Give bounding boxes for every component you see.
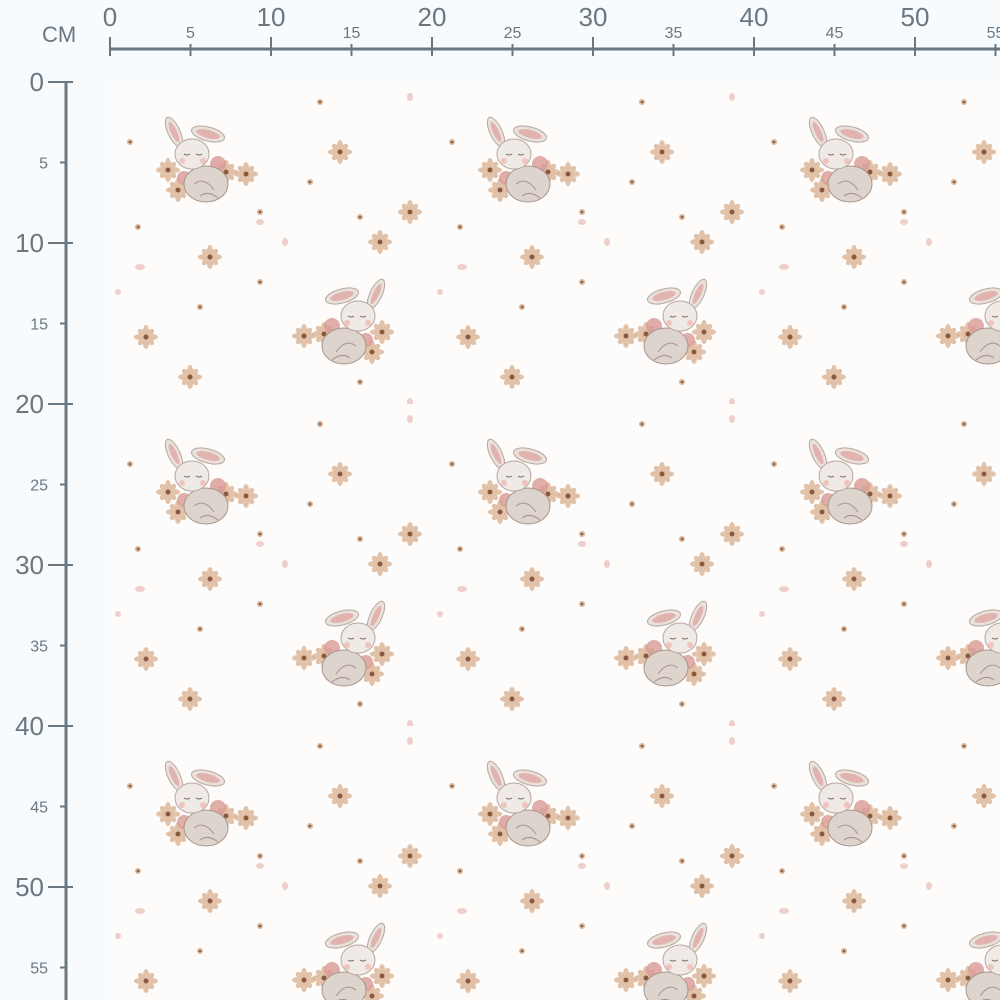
left-ruler-label: 55 — [30, 961, 48, 978]
top-ruler-label: 5 — [186, 25, 195, 42]
top-ruler-label: 10 — [257, 2, 286, 32]
left-ruler-label: 0 — [30, 67, 44, 97]
top-ruler-label: 35 — [665, 25, 683, 42]
top-ruler-label: 50 — [901, 2, 930, 32]
top-ruler-label: 55 — [987, 25, 1000, 42]
left-ruler-label: 10 — [15, 228, 44, 258]
left-ruler-label: 15 — [30, 317, 48, 334]
left-ruler-label: 5 — [39, 156, 48, 173]
fabric-preview — [110, 82, 1000, 1000]
left-ruler-label: 25 — [30, 478, 48, 495]
fabric-pattern — [110, 82, 1000, 1000]
top-ruler-label: 20 — [418, 2, 447, 32]
left-ruler-label: 20 — [15, 389, 44, 419]
top-ruler-label: 30 — [579, 2, 608, 32]
left-ruler-label: 50 — [15, 872, 44, 902]
left-ruler-label: 40 — [15, 711, 44, 741]
top-ruler-label: 25 — [504, 25, 522, 42]
left-ruler-label: 45 — [30, 800, 48, 817]
top-ruler-label: 15 — [343, 25, 361, 42]
top-ruler-label: 0 — [103, 2, 117, 32]
unit-label: CM — [42, 22, 77, 47]
left-ruler-label: 30 — [15, 550, 44, 580]
left-ruler-label: 35 — [30, 639, 48, 656]
top-ruler-label: 45 — [826, 25, 844, 42]
top-ruler-label: 40 — [740, 2, 769, 32]
